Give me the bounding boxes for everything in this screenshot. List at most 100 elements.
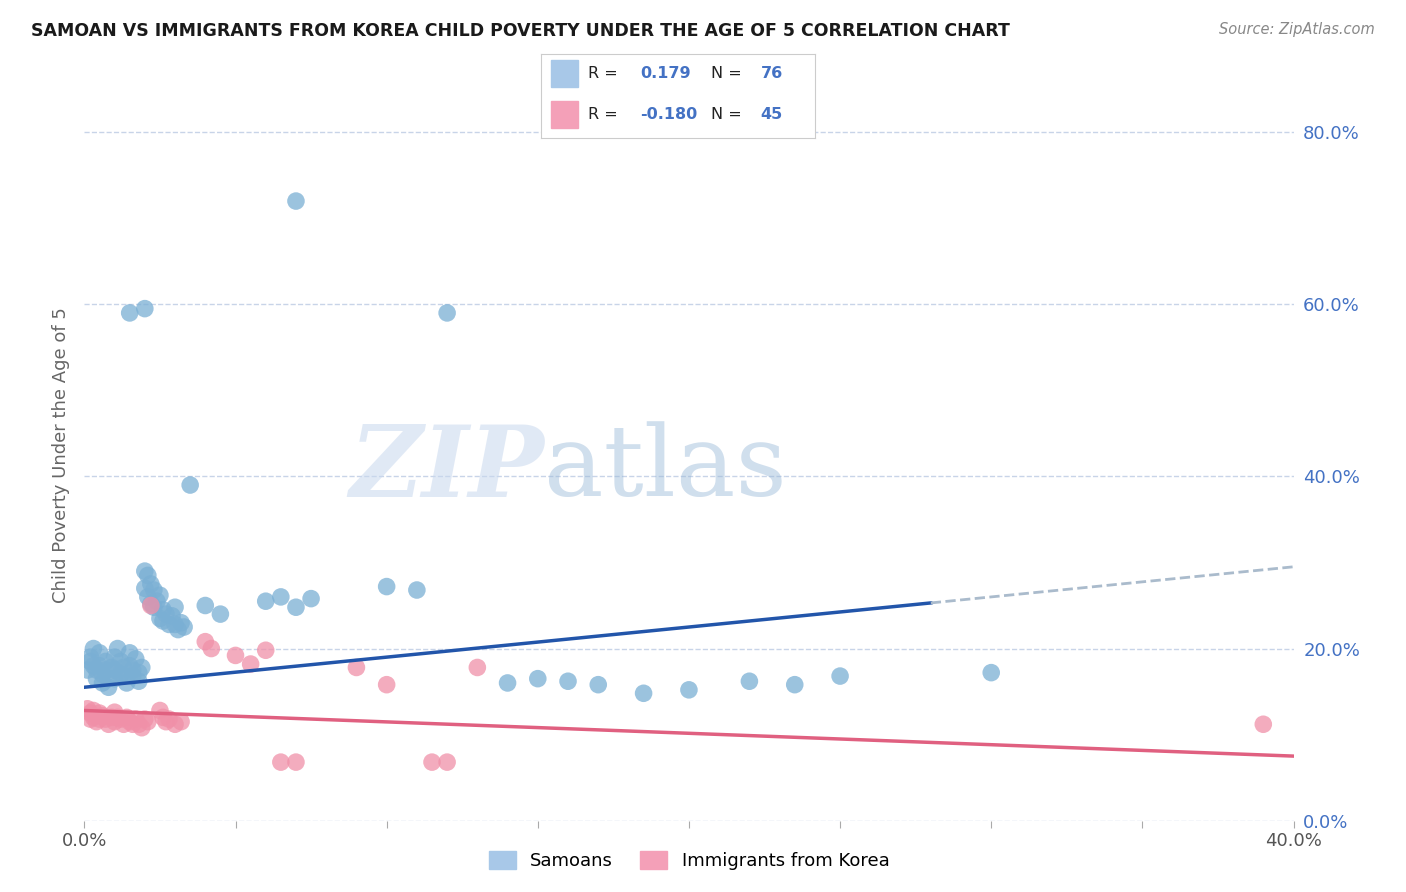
Point [157, 617, 180, 632]
Point [152, 710, 174, 724]
Point [97, 680, 120, 694]
Point [97, 717, 120, 731]
Point [104, 672, 127, 686]
Point [125, 652, 148, 666]
Point [104, 714, 127, 729]
Point [254, 594, 277, 608]
Point [91, 708, 114, 723]
Point [155, 714, 177, 729]
Point [115, 676, 138, 690]
Point [118, 306, 141, 320]
Point [131, 660, 153, 674]
Point [112, 717, 135, 731]
Point [118, 646, 141, 660]
Point [142, 600, 165, 615]
Point [557, 674, 579, 689]
Point [82, 710, 104, 724]
Point [121, 669, 143, 683]
Point [125, 712, 148, 726]
Point [346, 660, 368, 674]
Point [110, 712, 132, 726]
Point [110, 667, 132, 681]
Point [76, 702, 98, 716]
Point [225, 648, 247, 663]
Point [134, 582, 156, 596]
Point [136, 714, 159, 729]
Point [94, 663, 117, 677]
Point [980, 665, 1002, 680]
Point [420, 755, 443, 769]
Point [1253, 717, 1275, 731]
Point [165, 717, 187, 731]
Point [110, 655, 132, 669]
Point [104, 650, 127, 665]
Point [91, 667, 114, 681]
Point [678, 682, 700, 697]
Point [100, 660, 122, 674]
Point [783, 678, 806, 692]
Point [152, 614, 174, 628]
Point [128, 717, 150, 731]
Point [152, 603, 174, 617]
Point [104, 705, 127, 719]
Point [209, 607, 232, 621]
Point [94, 655, 117, 669]
Text: SAMOAN VS IMMIGRANTS FROM KOREA CHILD POVERTY UNDER THE AGE OF 5 CORRELATION CHA: SAMOAN VS IMMIGRANTS FROM KOREA CHILD PO… [31, 22, 1010, 40]
Point [173, 620, 195, 634]
Point [128, 674, 150, 689]
Point [128, 665, 150, 680]
Point [149, 704, 172, 718]
Point [285, 755, 308, 769]
Point [285, 600, 308, 615]
Point [375, 678, 398, 692]
Point [89, 712, 111, 726]
Point [97, 672, 120, 686]
Point [738, 674, 761, 689]
Point [79, 712, 101, 726]
Point [131, 721, 153, 735]
Point [167, 623, 190, 637]
Point [633, 686, 655, 700]
Point [146, 594, 169, 608]
Point [299, 591, 322, 606]
Point [82, 658, 104, 673]
Point [86, 714, 108, 729]
Point [107, 641, 129, 656]
Text: ZIP: ZIP [349, 421, 544, 517]
Point [436, 755, 458, 769]
Text: 76: 76 [761, 66, 783, 81]
Legend: Samoans, Immigrants from Korea: Samoans, Immigrants from Korea [481, 844, 897, 878]
Point [375, 580, 398, 594]
Point [142, 582, 165, 597]
Point [86, 663, 108, 677]
Point [82, 641, 104, 656]
Point [170, 615, 193, 630]
Point [165, 600, 187, 615]
Point [89, 646, 111, 660]
Point [830, 669, 852, 683]
Point [467, 660, 489, 674]
Point [270, 590, 292, 604]
Text: atlas: atlas [544, 422, 786, 517]
Point [285, 194, 308, 208]
Y-axis label: Child Poverty Under the Age of 5: Child Poverty Under the Age of 5 [52, 307, 70, 603]
Point [100, 710, 122, 724]
Point [118, 658, 141, 673]
FancyBboxPatch shape [551, 101, 578, 128]
Point [139, 599, 162, 613]
Point [270, 755, 292, 769]
Point [136, 568, 159, 582]
Point [254, 643, 277, 657]
Text: R =: R = [588, 107, 617, 122]
Point [79, 706, 101, 720]
FancyBboxPatch shape [551, 61, 578, 87]
Point [89, 706, 111, 720]
Point [104, 663, 127, 677]
Point [121, 663, 143, 677]
Text: N =: N = [711, 107, 742, 122]
Point [76, 663, 98, 677]
Point [165, 617, 187, 632]
Point [134, 712, 156, 726]
Point [170, 714, 193, 729]
Point [79, 655, 101, 669]
